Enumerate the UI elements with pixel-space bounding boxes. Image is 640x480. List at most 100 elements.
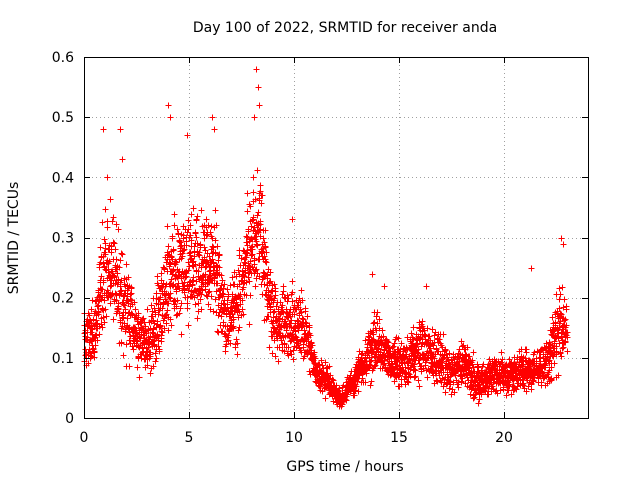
data-point [91,354,98,361]
data-point [185,287,192,294]
data-point [230,316,237,323]
data-point [135,310,142,317]
data-point [254,242,261,249]
data-point [561,296,568,303]
data-point [98,273,105,280]
data-point [151,305,158,312]
x-tick-label: 0 [80,430,89,446]
data-point [289,278,296,285]
data-point [256,102,263,109]
data-point [102,306,109,313]
data-point [243,233,250,240]
data-point [297,306,304,313]
data-point [270,309,277,316]
data-point [249,217,256,224]
data-point [214,243,221,250]
data-point [214,280,221,287]
data-point [123,261,130,268]
data-point [261,253,268,260]
data-point [266,300,273,307]
data-point [558,311,565,318]
data-point [302,319,309,326]
data-point [260,269,267,276]
data-point [234,302,241,309]
data-point [246,321,253,328]
data-point [266,344,273,351]
data-point [169,235,176,242]
data-point [155,343,162,350]
data-point [157,294,164,301]
data-point [147,353,154,360]
data-point [288,317,295,324]
data-point [354,378,361,385]
data-point [431,332,438,339]
data-point [184,229,191,236]
data-point [380,333,387,340]
data-point [240,311,247,318]
data-point [513,386,520,393]
data-point [149,329,156,336]
data-point [207,229,214,236]
data-point [164,223,171,230]
data-point [101,319,108,326]
data-point [119,156,126,163]
data-point [243,279,250,286]
data-point [234,351,241,358]
data-point [262,243,269,250]
data-point [212,207,219,214]
data-point [230,325,237,332]
data-point [215,329,222,336]
data-point [102,206,109,213]
data-point [188,237,195,244]
data-point [165,243,172,250]
data-point [235,267,242,274]
data-point [298,287,305,294]
data-point [167,114,174,121]
data-point [137,320,144,327]
data-point [326,363,333,370]
data-point [203,216,210,223]
data-point [112,246,119,253]
data-point [173,259,180,266]
data-point [178,300,185,307]
y-tick-label: 0.4 [52,170,74,186]
data-point [110,239,117,246]
x-axis-label: GPS time / hours [286,459,403,475]
data-point [240,280,247,287]
data-point [95,309,102,316]
data-point [110,316,117,323]
data-point [102,251,109,258]
data-point [390,343,397,350]
data-point [442,347,449,354]
data-point [254,212,261,219]
data-point [414,349,421,356]
data-point [193,234,200,241]
data-point [300,344,307,351]
data-point [253,241,260,248]
data-point [187,222,194,229]
data-point [322,359,329,366]
data-point [121,302,128,309]
data-point [489,383,496,390]
data-point [153,355,160,362]
data-point [247,258,254,265]
data-point [166,294,173,301]
data-point [165,102,172,109]
data-point [155,311,162,318]
data-point [107,283,114,290]
data-point [208,223,215,230]
data-point [225,332,232,339]
data-point [269,350,276,357]
data-point [194,315,201,322]
data-point [150,317,157,324]
data-point [451,389,458,396]
data-point [385,339,392,346]
data-point [548,377,555,384]
data-point [85,360,92,367]
data-point [99,286,106,293]
data-point [395,335,402,342]
data-point [252,196,259,203]
data-point [115,303,122,310]
data-point [195,300,202,307]
data-point [451,356,458,363]
